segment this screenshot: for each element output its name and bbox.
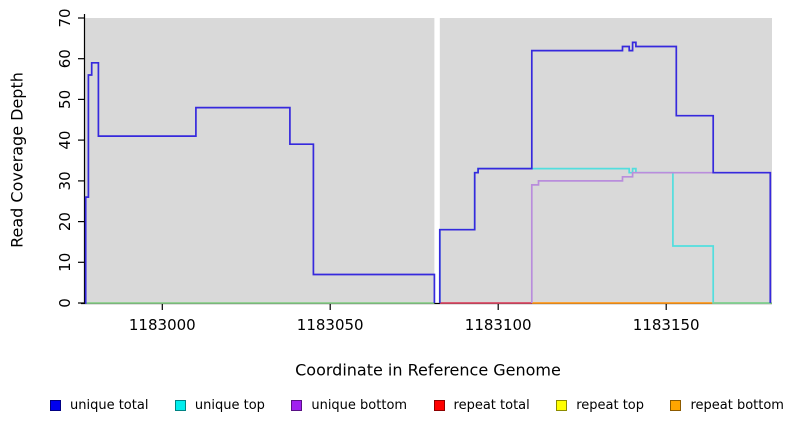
legend-label-unique-top: unique top bbox=[194, 398, 265, 413]
coverage-gap-band bbox=[434, 18, 440, 303]
legend-swatch-unique-total bbox=[50, 400, 61, 411]
unique-bottom-line bbox=[530, 171, 772, 303]
y-tick-label: 10 bbox=[56, 253, 74, 272]
legend-label-repeat-top: repeat top bbox=[576, 398, 644, 413]
y-tick-label: 60 bbox=[56, 49, 74, 68]
y-tick-label: 40 bbox=[56, 131, 74, 150]
x-tick-label: 1183150 bbox=[633, 316, 700, 334]
unique-total-line bbox=[438, 41, 772, 303]
y-tick-label: 30 bbox=[56, 171, 74, 190]
legend-item-unique-bottom: unique bottom bbox=[291, 398, 407, 413]
legend-item-repeat-total: repeat total bbox=[433, 398, 530, 413]
legend-swatch-repeat-total bbox=[433, 400, 445, 411]
legend-label-repeat-total: repeat total bbox=[453, 398, 530, 413]
legend-item-repeat-bottom: repeat bottom bbox=[670, 398, 784, 413]
unique-total-line bbox=[84, 61, 436, 304]
legend-label-repeat-bottom: repeat bottom bbox=[690, 398, 784, 413]
plot-panel bbox=[85, 18, 772, 303]
legend: unique total unique top unique bottom repea… bbox=[50, 398, 784, 413]
legend-swatch-unique-top bbox=[174, 400, 186, 411]
x-tick-label: 1183000 bbox=[129, 316, 196, 334]
y-tick-label: 70 bbox=[56, 8, 74, 27]
x-axis-title: Coordinate in Reference Genome bbox=[295, 360, 561, 380]
legend-item-repeat-top: repeat top bbox=[556, 398, 644, 413]
y-tick-label: 50 bbox=[56, 90, 74, 109]
x-tick-label: 1183050 bbox=[297, 316, 364, 334]
legend-swatch-repeat-bottom bbox=[670, 400, 682, 411]
x-tick-label: 1183100 bbox=[465, 316, 532, 334]
legend-swatch-repeat-top bbox=[556, 400, 568, 411]
legend-label-unique-bottom: unique bottom bbox=[311, 398, 408, 413]
y-tick-label: 20 bbox=[56, 212, 74, 231]
legend-item-unique-total: unique total bbox=[50, 398, 148, 413]
legend-swatch-unique-bottom bbox=[291, 400, 303, 411]
y-tick-label: 0 bbox=[56, 298, 74, 308]
legend-item-unique-top: unique top bbox=[174, 398, 265, 413]
coverage-plot: 1183000 1183050 1183100 1183150 0 10 20 30 40 50 6… bbox=[56, 8, 772, 334]
y-axis-title: Read Coverage Depth bbox=[7, 72, 27, 248]
legend-label-unique-total: unique total bbox=[70, 398, 149, 413]
